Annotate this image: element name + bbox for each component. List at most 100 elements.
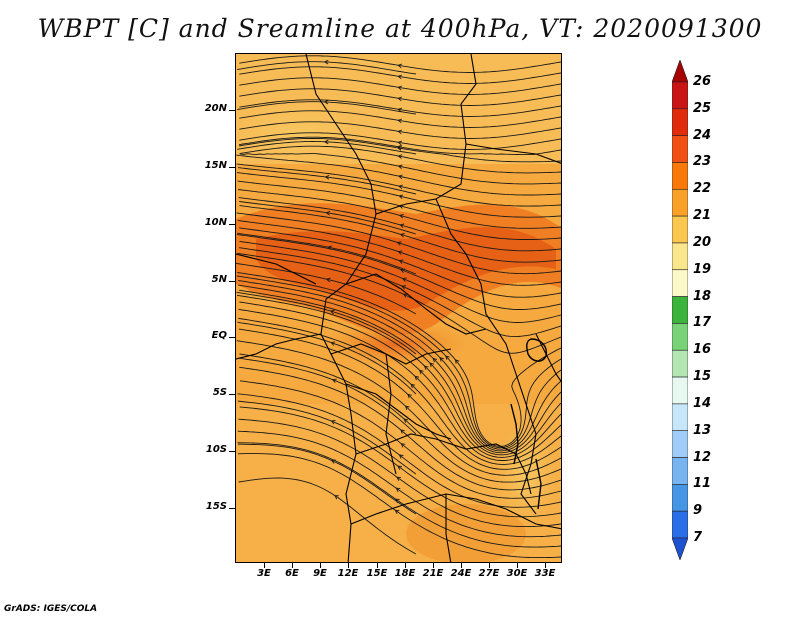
streamline-arrow <box>400 443 406 448</box>
colorbar-label: 22 <box>693 181 712 197</box>
streamline <box>238 418 561 528</box>
colorbar-label: 26 <box>693 74 712 89</box>
streamline-arrow <box>334 495 339 500</box>
colorbar-label: 21 <box>693 208 712 224</box>
colorbar-segment <box>672 510 688 539</box>
map-panel <box>235 53 562 563</box>
colorbar-label: 12 <box>693 449 712 465</box>
streamline-arrow <box>330 420 336 425</box>
streamline-arrow <box>323 99 329 105</box>
colorbar-segment <box>672 296 688 324</box>
lon-tick <box>405 563 406 568</box>
colorbar-label: 7 <box>693 530 703 545</box>
streamline-arrow <box>429 362 435 368</box>
colorbar-label: 11 <box>693 476 712 492</box>
streamline <box>238 328 561 470</box>
streamline <box>237 252 561 354</box>
streamline <box>239 406 561 518</box>
lon-tick <box>377 563 378 568</box>
streamline-arrow <box>397 154 403 159</box>
streamline-arrow <box>394 509 400 515</box>
streamline-arrow <box>397 107 403 113</box>
streamline <box>239 145 561 174</box>
streamline <box>239 77 561 95</box>
lake-outlines <box>510 338 548 510</box>
footer-credit: GrADS: IGES/COLA <box>4 604 98 614</box>
streamline-arrow <box>397 250 403 255</box>
streamline <box>237 400 417 475</box>
streamline-arrow <box>331 378 337 383</box>
lon-label-33e: 33E <box>534 568 556 579</box>
lat-label-5s: 5S <box>212 387 227 398</box>
streamline-arrow <box>399 233 405 238</box>
lat-tick <box>229 508 235 509</box>
streamline <box>239 55 561 73</box>
streamline-arrow <box>397 63 403 69</box>
streamline-arrow <box>398 213 404 219</box>
streamline-arrow <box>395 487 401 493</box>
streamline-arrow <box>397 74 403 80</box>
streamline-arrow <box>396 146 402 151</box>
lat-label-20n: 20N <box>204 103 227 114</box>
streamline <box>239 66 561 84</box>
streamline <box>237 101 416 115</box>
streamline-arrow <box>324 174 330 180</box>
lon-tick <box>461 563 462 568</box>
lon-tick <box>517 563 518 568</box>
streamline <box>238 308 561 461</box>
colorbar-label: 25 <box>693 100 712 116</box>
lat-label-eq: EQ <box>211 330 227 341</box>
streamline-arrow <box>445 355 450 360</box>
streamline <box>237 321 417 395</box>
streamline <box>239 357 417 435</box>
lat-label-10n: 10N <box>204 217 227 228</box>
lat-label-10s: 10S <box>205 444 227 455</box>
streamline-arrow <box>399 223 405 229</box>
colorbar-label: 13 <box>693 422 712 438</box>
streamline-arrow <box>325 277 331 283</box>
streamline-arrow <box>325 210 331 216</box>
lat-tick <box>229 394 235 395</box>
streamline-arrow <box>397 174 403 180</box>
colorbar-segment <box>672 376 688 405</box>
streamline-arrow <box>396 476 402 482</box>
lon-label-27e: 27E <box>478 568 500 579</box>
streamline-arrow <box>454 359 460 364</box>
streamline-arrow <box>404 405 410 411</box>
streamline <box>237 453 561 559</box>
lon-label-15e: 15E <box>366 568 388 579</box>
streamline-arrow <box>397 140 403 146</box>
streamline-arrow <box>423 365 429 370</box>
lat-label-15n: 15N <box>204 160 227 171</box>
colorbar-segment <box>672 242 688 271</box>
streamline <box>237 442 561 548</box>
streamline-arrow <box>407 393 412 399</box>
lat-label-15s: 15S <box>205 501 227 512</box>
colorbar-segment <box>672 269 688 297</box>
streamline <box>239 132 561 150</box>
streamline-arrow <box>419 369 424 375</box>
colorbar-label: 23 <box>693 154 712 170</box>
streamline-arrow <box>401 285 407 290</box>
lat-tick <box>229 281 235 282</box>
streamline-arrow <box>432 357 438 363</box>
streamline <box>238 138 561 163</box>
colorbar-segment <box>672 188 688 217</box>
lat-tick <box>229 337 235 338</box>
streamline <box>236 212 561 275</box>
colorbar-segment <box>672 81 688 110</box>
lon-tick <box>292 563 293 568</box>
lon-label-18e: 18E <box>394 568 416 579</box>
lon-tick <box>433 563 434 568</box>
streamline-arrow <box>401 277 407 282</box>
streamline-arrow <box>397 465 403 470</box>
streamline <box>237 167 417 195</box>
lon-label-6e: 6E <box>285 568 299 579</box>
colorbar-segment <box>672 537 688 560</box>
wbpt-cool-patch-north <box>236 104 356 164</box>
streamline <box>238 284 561 452</box>
colorbar-segment <box>672 484 688 512</box>
streamline-arrow <box>323 139 329 145</box>
streamline-arrow <box>397 85 403 91</box>
colorbar-segment <box>672 457 688 485</box>
